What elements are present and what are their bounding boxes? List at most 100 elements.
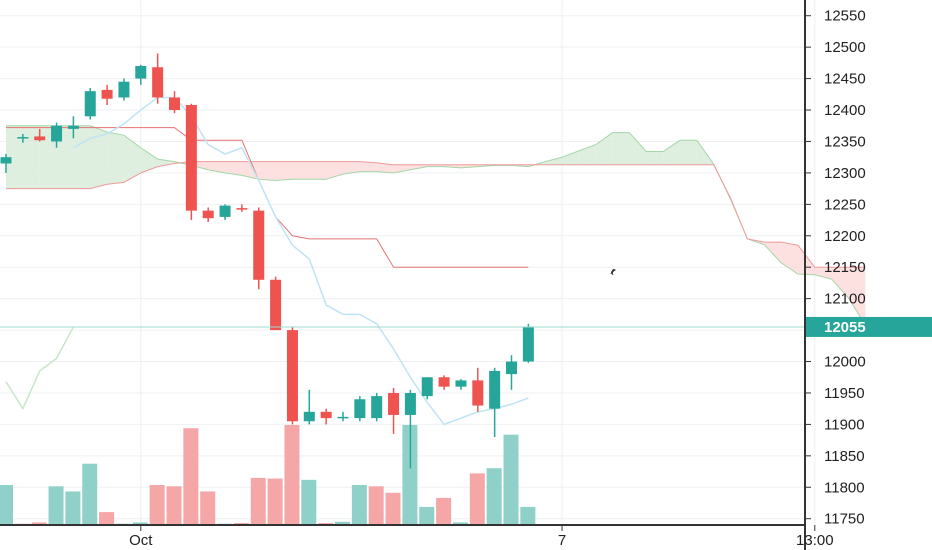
candle-body[interactable]	[0, 157, 12, 164]
cloud-segment	[343, 161, 360, 175]
candle-body[interactable]	[101, 89, 113, 99]
candle-body[interactable]	[84, 91, 96, 117]
candle-body[interactable]	[320, 411, 332, 419]
candle-body[interactable]	[472, 380, 484, 406]
cloud-segment	[241, 161, 259, 180]
candle-body[interactable]	[169, 97, 180, 111]
candle-body[interactable]	[489, 370, 501, 409]
candle-body[interactable]	[455, 380, 467, 387]
time-tick-label: 13:00	[796, 532, 834, 549]
candle-body[interactable]	[51, 125, 63, 142]
price-tick-label: 12150	[824, 259, 866, 276]
candle-body[interactable]	[185, 105, 197, 211]
candles[interactable]	[0, 53, 534, 469]
price-tick-label: 12200	[824, 228, 866, 245]
cloud-segment	[831, 267, 849, 299]
candle-body[interactable]	[522, 326, 534, 362]
cloud-segment	[562, 150, 579, 165]
candle-body[interactable]	[118, 81, 130, 98]
volume-bar	[486, 468, 502, 525]
cloud-segment	[258, 161, 276, 181]
cloud-segment	[663, 140, 680, 165]
cloud-segment	[225, 161, 242, 176]
volume-bar	[436, 497, 452, 525]
candle-body[interactable]	[34, 136, 46, 141]
volume-bar	[166, 486, 182, 525]
cloud-segment	[629, 132, 647, 165]
candle-body[interactable]	[337, 416, 349, 419]
candle-body[interactable]	[438, 377, 450, 387]
price-tick-label: 11900	[824, 416, 865, 433]
candle-body[interactable]	[236, 208, 248, 210]
price-tick-label: 11800	[824, 479, 865, 496]
price-tick-label: 11750	[824, 511, 865, 528]
candle-body[interactable]	[135, 66, 147, 79]
candle-body[interactable]	[354, 399, 366, 419]
candle-body[interactable]	[404, 392, 416, 415]
ichimoku-cloud	[6, 125, 866, 326]
cloud-segment	[393, 164, 411, 173]
volume-bar	[419, 506, 435, 525]
cloud-segment	[73, 125, 91, 189]
price-tick-label: 12350	[824, 133, 866, 150]
candle-body[interactable]	[270, 279, 282, 331]
price-tick-label: 11850	[824, 448, 865, 465]
cloud-segment	[22, 125, 40, 189]
cloud-segment	[545, 157, 563, 165]
volume-bar	[335, 521, 350, 525]
conversion-line	[73, 96, 529, 426]
volume-bar	[99, 512, 115, 525]
candle-body[interactable]	[388, 392, 400, 415]
candle-body[interactable]	[421, 377, 433, 397]
chart-markers	[610, 269, 616, 276]
volume-bar	[503, 434, 519, 525]
price-tick-label: 12550	[824, 8, 866, 25]
cloud-segment	[848, 267, 866, 326]
last-price-label: 12055	[824, 319, 866, 336]
cloud-segment	[275, 161, 293, 181]
price-tick-label: 12000	[824, 354, 866, 371]
volume-bar	[48, 486, 64, 525]
candle-body[interactable]	[371, 396, 383, 419]
candle-body[interactable]	[152, 67, 164, 98]
cloud-segment	[646, 151, 664, 165]
volume-bar	[368, 486, 384, 525]
candle-body[interactable]	[202, 210, 214, 219]
cloud-segment	[797, 245, 815, 275]
candle-body[interactable]	[67, 125, 79, 129]
last-price-tag	[806, 316, 932, 337]
candle-body[interactable]	[17, 137, 29, 139]
candle-body[interactable]	[506, 361, 517, 375]
volume-bar	[452, 522, 468, 525]
cloud-segment	[6, 125, 23, 189]
cloud-segment	[140, 147, 158, 173]
cloud-segment	[680, 140, 697, 165]
price-tick-label: 12500	[824, 39, 866, 56]
volume-bar	[284, 425, 300, 525]
candle-body[interactable]	[303, 411, 315, 422]
price-tick-label: 12250	[824, 196, 866, 213]
volume-bar	[301, 479, 317, 525]
volume-bar	[250, 477, 266, 525]
candle-body[interactable]	[286, 330, 298, 422]
cloud-segment	[309, 161, 327, 180]
volume-bar	[0, 485, 13, 525]
price-tick-label: 12400	[824, 102, 866, 119]
volume-bar	[351, 485, 367, 525]
volume-bar	[469, 473, 485, 525]
volume-bar	[385, 492, 401, 525]
volume-bar	[132, 522, 148, 525]
volume-bar	[31, 522, 47, 525]
volume-bar	[200, 491, 216, 525]
cloud-segment	[359, 161, 377, 172]
candle-body[interactable]	[219, 205, 231, 217]
price-tick-label: 12100	[824, 291, 866, 308]
time-tick-label: Oct	[129, 532, 153, 549]
cloud-segment	[612, 132, 630, 165]
cloud-segment	[781, 242, 798, 275]
volume-bar	[65, 491, 81, 525]
candle-body[interactable]	[253, 210, 265, 280]
price-tick-label: 12300	[824, 165, 866, 182]
